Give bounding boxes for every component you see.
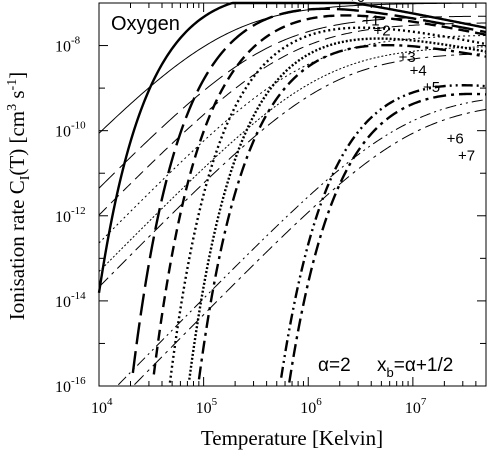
annotation-xb-suffix: =α+1/2	[394, 355, 454, 376]
curve-0-thick	[99, 3, 486, 293]
curve-2-thin	[99, 23, 486, 215]
y-axis-title-suffix: ]	[5, 72, 29, 79]
x-tick-label: 107	[405, 396, 427, 417]
y-axis-title-mid: (T) [cm	[5, 111, 29, 176]
curve-label-6: +6	[447, 130, 464, 147]
curve-label-2: +2	[373, 23, 390, 40]
panel-label: Oxygen	[111, 13, 180, 35]
curve-1-thin	[99, 16, 486, 188]
annotation-xb: xb=α+1/2	[377, 355, 453, 380]
curve-label-0: +0	[348, 0, 365, 6]
annotation-alpha: α=2	[318, 355, 351, 376]
x-tick-label: 104	[91, 396, 113, 417]
curves-group	[99, 3, 486, 385]
curve-labels-group: +0+1+2+3+4+5+6+7	[348, 0, 475, 164]
x-axis-title: Temperature [Kelvin]	[201, 426, 383, 450]
curve-label-7: +7	[458, 147, 475, 164]
curve-label-5: +5	[423, 79, 440, 96]
y-tick-label: 10-12	[55, 205, 86, 226]
plot-frame	[99, 3, 486, 386]
y-tick-label: 10-16	[55, 375, 86, 396]
y-axis-title-prefix: Ionisation rate C	[5, 180, 29, 320]
curve-7-thin	[134, 109, 486, 384]
curve-label-4: +4	[410, 62, 427, 79]
curve-6-thick	[281, 85, 486, 377]
y-axis-title-sup2: -1	[5, 79, 20, 91]
y-tick-label: 10-14	[55, 290, 86, 311]
y-axis-title-sup1: 3	[5, 104, 20, 111]
y-axis-title-mid2: s	[5, 90, 29, 103]
x-tick-label: 105	[196, 396, 218, 417]
curve-1-thick	[133, 9, 486, 373]
y-tick-label: 10-8	[55, 35, 81, 56]
x-tick-label: 106	[300, 396, 322, 417]
annotation-xb-prefix: x	[377, 355, 387, 376]
y-axis-title: Ionisation rate CI(T) [cm3 s-1]	[5, 72, 33, 320]
curve-4-thick	[189, 39, 486, 380]
annotation-xb-sub: b	[387, 365, 394, 380]
y-tick-label: 10-10	[55, 120, 86, 141]
